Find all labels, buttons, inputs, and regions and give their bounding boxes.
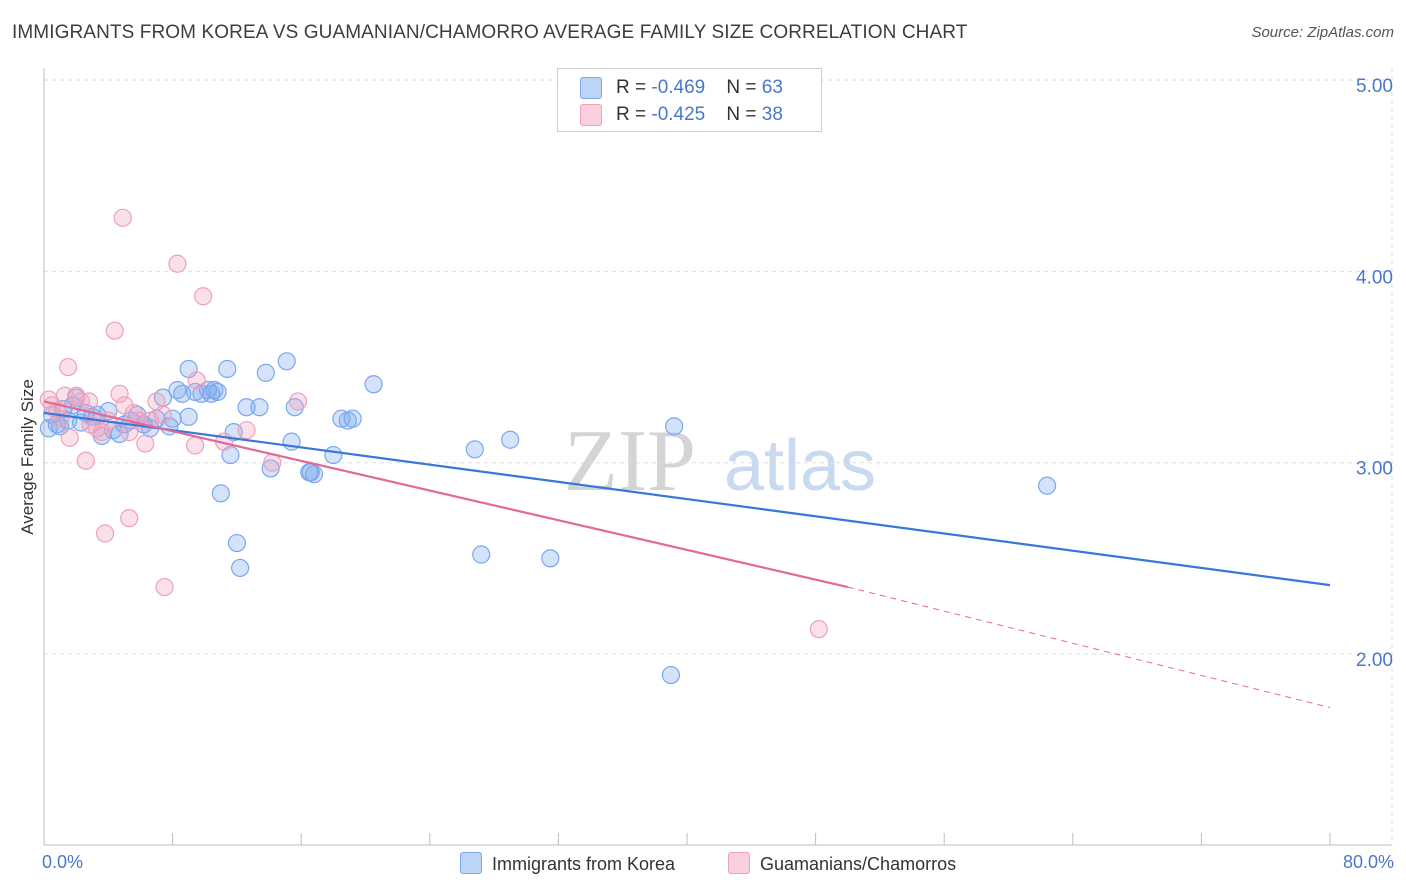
y-tick-label: 3.00 xyxy=(1356,459,1393,480)
point-korea xyxy=(343,409,362,428)
point-guamanian xyxy=(155,577,174,597)
point-korea xyxy=(47,415,66,434)
point-korea xyxy=(211,484,230,503)
point-korea xyxy=(208,382,227,402)
correlation-legend: R = -0.469 N = 63 R = -0.425 N = 38 xyxy=(557,68,822,132)
point-guamanian xyxy=(809,620,828,639)
y-tick-label: 4.00 xyxy=(1356,267,1393,288)
legend-stats-korea: R = -0.469 N = 63 xyxy=(616,77,783,99)
legend-r-value: -0.469 xyxy=(651,77,706,98)
point-korea xyxy=(1037,476,1057,495)
y-tick-label: 2.00 xyxy=(1356,650,1393,671)
trend-line-korea xyxy=(43,411,1331,587)
chart-title: IMMIGRANTS FROM KOREA VS GUAMANIAN/CHAMO… xyxy=(12,22,968,43)
point-korea xyxy=(661,665,681,685)
legend-n-label: N = xyxy=(726,77,762,98)
point-guamanian xyxy=(76,451,95,470)
bottom-legend-guamanian: Guamanians/Chamorros xyxy=(728,852,956,875)
point-guamanian xyxy=(113,208,132,227)
point-guamanian xyxy=(95,524,115,543)
legend-r-label: R = xyxy=(616,104,652,125)
point-guamanian xyxy=(120,509,139,528)
point-guamanian xyxy=(92,422,111,442)
point-korea xyxy=(665,417,684,436)
legend-swatch-guamanian xyxy=(580,104,602,126)
point-guamanian xyxy=(60,428,79,447)
point-korea xyxy=(250,398,269,417)
point-guamanian xyxy=(110,384,129,403)
point-korea xyxy=(205,380,224,400)
watermark-zip: ZIP xyxy=(564,413,696,510)
legend-n-value: 63 xyxy=(761,77,783,98)
point-guamanian xyxy=(186,436,205,455)
legend-n-value: 38 xyxy=(761,104,783,125)
point-guamanian xyxy=(105,321,124,340)
bottom-legend-swatch-korea xyxy=(460,852,482,874)
point-korea xyxy=(364,375,383,394)
point-guamanian xyxy=(79,392,99,411)
point-korea xyxy=(285,398,304,417)
point-korea xyxy=(231,558,250,578)
point-korea xyxy=(304,465,324,484)
point-korea xyxy=(256,363,275,382)
source-credit: Source: ZipAtlas.com xyxy=(1251,24,1394,41)
point-guamanian xyxy=(288,392,308,411)
trend-line-guamanian-extrapolated xyxy=(847,586,1331,709)
legend-stats-guamanian: R = -0.425 N = 38 xyxy=(616,104,783,126)
legend-r-label: R = xyxy=(616,77,652,98)
bottom-legend-korea: Immigrants from Korea xyxy=(460,852,675,875)
point-guamanian xyxy=(115,396,134,415)
point-korea xyxy=(472,545,491,564)
trend-line-guamanian xyxy=(43,400,848,589)
point-guamanian xyxy=(59,357,78,377)
legend-swatch-korea xyxy=(580,77,602,99)
bottom-legend-label-korea: Immigrants from Korea xyxy=(492,854,676,874)
x-tick-label-max: 80.0% xyxy=(1342,852,1394,872)
point-korea xyxy=(237,398,256,417)
point-guamanian xyxy=(168,254,187,273)
point-korea xyxy=(501,430,520,449)
bottom-legend-swatch-guamanian xyxy=(728,852,750,874)
legend-n-label: N = xyxy=(726,104,762,125)
point-guamanian xyxy=(237,421,256,440)
point-guamanian xyxy=(153,405,173,424)
axes xyxy=(43,68,1392,846)
point-guamanian xyxy=(50,409,70,428)
point-guamanian xyxy=(187,371,206,390)
point-guamanian xyxy=(194,287,213,306)
point-korea xyxy=(465,440,484,459)
point-korea xyxy=(227,533,246,553)
point-korea xyxy=(218,359,237,379)
watermark-atlas: atlas xyxy=(724,426,876,506)
gridlines xyxy=(44,68,1393,845)
point-korea xyxy=(277,352,296,371)
point-korea xyxy=(301,463,320,482)
point-korea xyxy=(541,549,560,568)
data-points xyxy=(39,208,1057,685)
point-korea xyxy=(179,407,198,426)
point-guamanian xyxy=(136,434,155,453)
point-guamanian xyxy=(263,453,282,472)
legend-r-value: -0.425 xyxy=(651,104,706,125)
point-korea xyxy=(324,445,343,465)
tick-labels: 2.00 3.00 4.00 5.00 xyxy=(1356,76,1393,671)
point-korea xyxy=(163,409,182,428)
trend-lines xyxy=(43,400,1331,709)
y-tick-label: 5.00 xyxy=(1356,76,1393,97)
bottom-legend-label-guamanian: Guamanians/Chamorros xyxy=(760,854,957,874)
x-tick-label-min: 0.0% xyxy=(42,852,84,872)
